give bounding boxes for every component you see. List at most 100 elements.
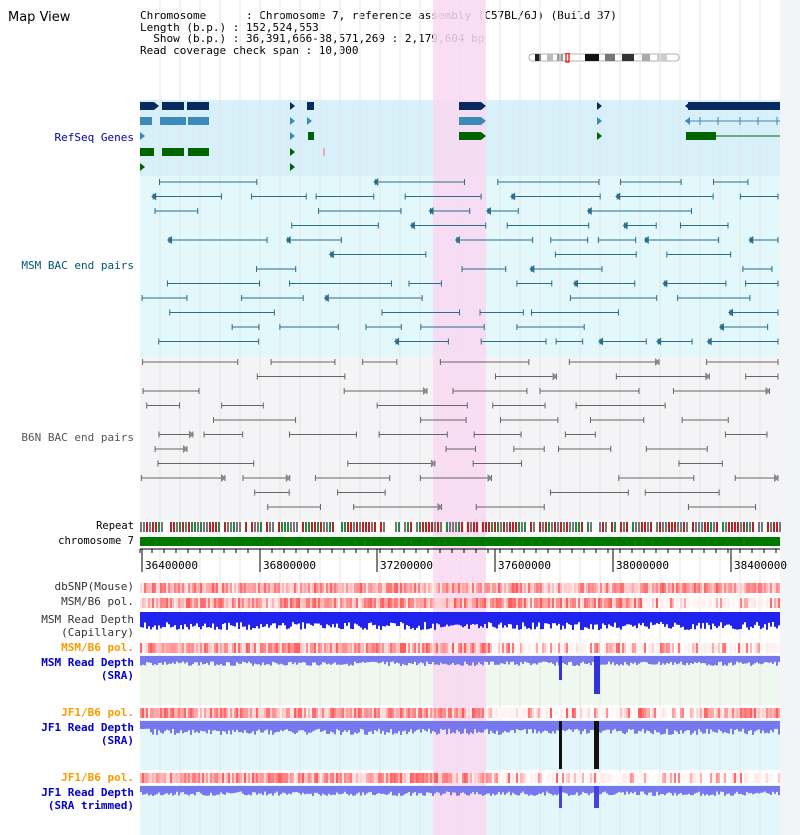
msm-depth-capillary-bar bbox=[542, 612, 544, 630]
jf1-depth-sra-bar bbox=[476, 721, 478, 733]
jf1-depth-sra-bar bbox=[450, 721, 452, 734]
jf1-b6-pol-cell bbox=[362, 708, 364, 718]
dbsnp-cell bbox=[392, 583, 394, 593]
jf1-b6-pol-cell bbox=[754, 708, 756, 718]
msm-b6-pol-cell bbox=[640, 598, 642, 608]
msm-b6-pol-sra-cell bbox=[270, 643, 272, 653]
jf1-b6-pol-trimmed-cell bbox=[752, 773, 754, 783]
msm-b6-pol-cell bbox=[442, 598, 444, 608]
msm-b6-pol-label[interactable]: MSM/B6 pol. bbox=[61, 595, 134, 608]
jf1-depth-sra-bar bbox=[486, 721, 488, 729]
dbsnp-cell bbox=[140, 583, 142, 593]
dbsnp-cell bbox=[450, 583, 452, 593]
msm-b6-pol-sra-cell bbox=[266, 643, 268, 653]
jf1-depth-sra-bar bbox=[472, 721, 474, 734]
jf1-depth-trimmed-bar bbox=[444, 786, 446, 794]
dbsnp-cell bbox=[728, 583, 730, 593]
msm-b6-pol-sra-cell bbox=[302, 643, 304, 653]
dbsnp-cell bbox=[574, 583, 576, 593]
jf1-b6-pol-cell bbox=[324, 708, 326, 718]
msm-bac-label[interactable]: MSM BAC end pairs bbox=[21, 259, 134, 272]
jf1-read-depth-sra-label[interactable]: JF1 Read Depth (SRA) bbox=[41, 721, 134, 747]
jf1-depth-sra-bar bbox=[316, 721, 318, 730]
jf1-b6-pol-trimmed-label[interactable]: JF1/B6 pol. bbox=[61, 771, 134, 784]
msm-b6-pol-cell bbox=[230, 598, 232, 608]
dbsnp-cell bbox=[298, 583, 300, 593]
msm-depth-capillary-bar bbox=[346, 612, 348, 626]
msm-depth-sra-bar bbox=[266, 656, 268, 665]
msm-depth-capillary-bar bbox=[404, 612, 406, 630]
jf1-depth-trimmed-bar bbox=[592, 786, 594, 793]
chromosome-ideogram[interactable] bbox=[527, 53, 683, 63]
jf1-b6-pol-cell bbox=[778, 708, 780, 718]
msm-depth-capillary-bar bbox=[340, 612, 342, 630]
msm-depth-capillary-bar bbox=[668, 612, 670, 629]
msm-depth-capillary-bar bbox=[510, 612, 512, 625]
jf1-depth-trimmed-bar bbox=[528, 786, 530, 796]
map-view-title: Map View bbox=[8, 10, 71, 25]
msm-read-depth-sra-label[interactable]: MSM Read Depth (SRA) bbox=[41, 656, 134, 682]
repeat-label[interactable]: Repeat bbox=[96, 520, 134, 533]
jf1-b6-pol-cell bbox=[360, 708, 362, 718]
jf1-depth-trimmed-bar bbox=[338, 786, 340, 795]
refseq-genes-label[interactable]: RefSeq Genes bbox=[55, 131, 134, 144]
jf1-b6-pol-trimmed-cell bbox=[506, 773, 508, 783]
msm-b6-pol-cell bbox=[482, 598, 484, 608]
msm-depth-capillary-bar bbox=[468, 612, 470, 629]
repeat-element bbox=[152, 522, 154, 532]
msm-depth-capillary-bar bbox=[262, 612, 264, 628]
jf1-depth-sra-bar-spike bbox=[559, 721, 562, 769]
repeat-element bbox=[755, 522, 757, 532]
dbsnp-label[interactable]: dbSNP(Mouse) bbox=[55, 580, 134, 593]
msm-b6-pol-sra-label[interactable]: MSM/B6 pol. bbox=[61, 641, 134, 654]
jf1-b6-pol-trimmed-cell bbox=[158, 773, 160, 783]
jf1-depth-trimmed-bar bbox=[352, 786, 354, 796]
jf1-depth-sra-bar bbox=[638, 721, 640, 731]
msm-b6-pol-cell bbox=[220, 598, 222, 608]
dbsnp-cell bbox=[778, 583, 780, 593]
chromosome-label[interactable]: chromosome 7 bbox=[58, 535, 134, 548]
msm-b6-pol-sra-cell bbox=[634, 643, 636, 653]
jf1-depth-sra-bar bbox=[208, 721, 210, 730]
jf1-depth-sra-bar bbox=[274, 721, 276, 733]
msm-read-depth-capillary-label[interactable]: MSM Read Depth (Capillary) bbox=[41, 613, 134, 639]
jf1-depth-sra-bar bbox=[388, 721, 390, 733]
jf1-read-depth-sra-line1: JF1 Read Depth bbox=[41, 721, 134, 734]
jf1-depth-trimmed-bar bbox=[586, 786, 588, 794]
jf1-read-depth-trimmed-label[interactable]: JF1 Read Depth (SRA trimmed) bbox=[41, 786, 134, 812]
msm-depth-sra-bar bbox=[370, 656, 372, 662]
msm-b6-pol-sra-cell bbox=[268, 643, 270, 653]
jf1-b6-pol-trimmed-cell bbox=[742, 773, 744, 783]
jf1-depth-sra-bar bbox=[720, 721, 722, 732]
dbsnp-cell bbox=[748, 583, 750, 593]
msm-b6-pol-sra-cell bbox=[502, 643, 504, 653]
msm-b6-pol-sra-cell bbox=[206, 643, 208, 653]
msm-depth-sra-bar bbox=[156, 656, 158, 666]
msm-depth-sra-bar bbox=[456, 656, 458, 665]
jf1-b6-pol-trimmed-cell bbox=[250, 773, 252, 783]
msm-depth-sra-bar bbox=[520, 656, 522, 663]
msm-depth-capillary-bar bbox=[544, 612, 546, 624]
jf1-b6-pol-trimmed-cell bbox=[778, 773, 780, 783]
dbsnp-cell bbox=[652, 583, 654, 593]
msm-depth-capillary-bar bbox=[180, 612, 182, 626]
msm-depth-sra-bar bbox=[232, 656, 234, 666]
msm-depth-capillary-bar bbox=[234, 612, 236, 627]
msm-depth-capillary-bar bbox=[192, 612, 194, 627]
jf1-depth-sra-bar bbox=[252, 721, 254, 732]
jf1-depth-sra-bar bbox=[328, 721, 330, 734]
jf1-depth-trimmed-bar bbox=[474, 786, 476, 795]
jf1-b6-pol-label[interactable]: JF1/B6 pol. bbox=[61, 706, 134, 719]
jf1-b6-pol-trimmed-cell bbox=[598, 773, 600, 783]
msm-b6-pol-cell bbox=[492, 598, 494, 608]
dbsnp-cell bbox=[156, 583, 158, 593]
jf1-b6-pol-cell bbox=[176, 708, 178, 718]
dbsnp-cell bbox=[268, 583, 270, 593]
b6n-bac-label[interactable]: B6N BAC end pairs bbox=[21, 431, 134, 444]
msm-depth-capillary-bar bbox=[754, 612, 756, 625]
dbsnp-label-text: dbSNP(Mouse) bbox=[54, 580, 134, 593]
msm-depth-sra-bar bbox=[414, 656, 416, 662]
msm-b6-pol-sra-cell bbox=[208, 643, 210, 653]
jf1-depth-trimmed-bar bbox=[576, 786, 578, 793]
